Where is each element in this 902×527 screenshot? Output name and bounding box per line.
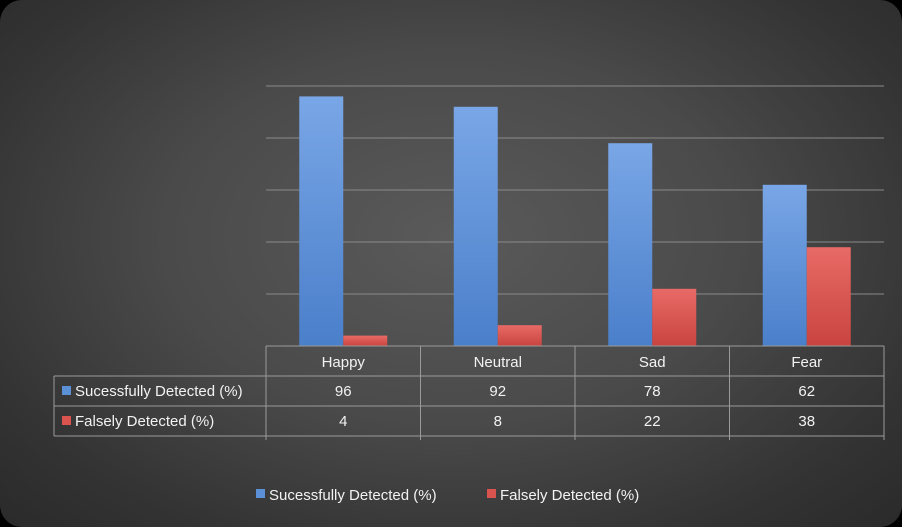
data-value: 92: [489, 383, 506, 400]
legend-swatch: [256, 489, 265, 498]
data-value: 78: [644, 383, 661, 400]
bar: [806, 247, 851, 346]
legend: Sucessfully Detected (%) Falsely Detected…: [256, 487, 639, 504]
data-value: 96: [335, 383, 352, 400]
legend-key: [62, 416, 71, 425]
bar: [497, 325, 542, 346]
legend-swatch: [487, 489, 496, 498]
data-value: 8: [494, 413, 502, 430]
bar: [608, 143, 653, 346]
legend-label: Sucessfully Detected (%): [269, 487, 437, 504]
bar: [343, 335, 388, 346]
data-value: 38: [798, 413, 815, 430]
series-row-label: Sucessfully Detected (%): [75, 383, 243, 400]
data-value: 62: [798, 383, 815, 400]
category-label: Sad: [639, 354, 666, 371]
series-row-label: Falsely Detected (%): [75, 413, 214, 430]
data-value: 4: [339, 413, 347, 430]
data-value: 22: [644, 413, 661, 430]
legend-key: [62, 386, 71, 395]
legend-label: Falsely Detected (%): [500, 487, 639, 504]
category-label: Happy: [322, 354, 366, 371]
data-table: Happy Neutral Sad Fear Sucessfully Detected …: [53, 345, 885, 440]
bars: [299, 96, 851, 347]
bar: [652, 288, 697, 346]
bar: [453, 106, 498, 346]
category-label: Fear: [791, 354, 822, 371]
bar: [762, 184, 807, 346]
category-label: Neutral: [474, 354, 522, 371]
bar: [299, 96, 344, 347]
